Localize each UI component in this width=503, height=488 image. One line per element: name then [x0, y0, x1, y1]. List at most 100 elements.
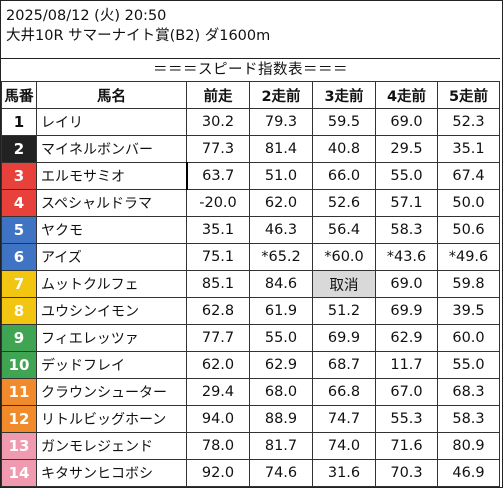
speed-index-cell: 46.9	[437, 459, 500, 487]
table-row: 6 アイズ 75.1 *65.2 *60.0 *43.6 *49.6	[1, 243, 500, 271]
horse-number-cell: 6	[1, 243, 37, 271]
table-row: 9 フィエレッツァ 77.7 55.0 69.9 62.9 60.0	[1, 324, 500, 352]
speed-index-cell: 60.0	[437, 324, 500, 352]
speed-index-cell: 67.0	[375, 378, 438, 406]
speed-index-cell: 68.0	[249, 378, 313, 406]
table-row: 1 レイリ 30.2 79.3 59.5 69.0 52.3	[1, 108, 500, 136]
speed-index-cell: *43.6	[375, 243, 438, 271]
horse-name-cell: スペシャルドラマ	[36, 189, 187, 217]
speed-index-cell: *49.6	[437, 243, 500, 271]
speed-index-cell: 78.0	[186, 432, 250, 460]
speed-index-cell: 58.3	[375, 216, 438, 244]
horse-number-cell: 7	[1, 270, 37, 298]
speed-index-cell: 57.1	[375, 189, 438, 217]
horse-name-cell: エルモサミオ	[36, 162, 187, 190]
speed-index-cell: 58.3	[437, 405, 500, 433]
horse-name-cell: フィエレッツァ	[36, 324, 187, 352]
speed-index-cell: *60.0	[312, 243, 376, 271]
col-header-4-races-ago: 4走前	[375, 81, 438, 109]
speed-index-cell: 81.4	[249, 135, 313, 163]
speed-index-cell: -20.0	[186, 189, 250, 217]
table-row: 7 ムットクルフェ 85.1 84.6 取消 69.0 59.8	[1, 270, 500, 298]
speed-index-cell: *65.2	[249, 243, 313, 271]
horse-number-cell: 8	[1, 297, 37, 325]
speed-index-cell: 30.2	[186, 108, 250, 136]
table-row: 5 ヤクモ 35.1 46.3 56.4 58.3 50.6	[1, 216, 500, 244]
speed-index-cell: 62.0	[249, 189, 313, 217]
horse-name-cell: アイズ	[36, 243, 187, 271]
speed-index-cell: 77.7	[186, 324, 250, 352]
col-header-last-race: 前走	[186, 81, 250, 109]
horse-number-cell: 5	[1, 216, 37, 244]
speed-index-cell: 51.2	[312, 297, 376, 325]
horse-name-cell: レイリ	[36, 108, 187, 136]
speed-index-cell: 62.9	[375, 324, 438, 352]
speed-index-cell: 62.9	[249, 351, 313, 379]
speed-index-cell: 55.0	[375, 162, 438, 190]
speed-index-table: 馬番 馬名 前走 2走前 3走前 4走前 5走前 1 レイリ 30.2 79.3 59.…	[1, 81, 500, 487]
speed-index-cell: 46.3	[249, 216, 313, 244]
speed-index-cell: 71.6	[375, 432, 438, 460]
col-header-number: 馬番	[1, 81, 37, 109]
horse-number-cell: 11	[1, 378, 37, 406]
speed-index-cell: 92.0	[186, 459, 250, 487]
table-row: 4 スペシャルドラマ -20.0 62.0 52.6 57.1 50.0	[1, 189, 500, 217]
table-row: 2 マイネルボンバー 77.3 81.4 40.8 29.5 35.1	[1, 135, 500, 163]
speed-index-cell: 84.6	[249, 270, 313, 298]
speed-index-cell: 69.9	[312, 324, 376, 352]
col-header-5-races-ago: 5走前	[437, 81, 500, 109]
speed-index-cell: 59.5	[312, 108, 376, 136]
horse-name-cell: クラウンシューター	[36, 378, 187, 406]
speed-index-cell: 29.4	[186, 378, 250, 406]
table-row: 3 エルモサミオ 63.7 51.0 66.0 55.0 67.4	[1, 162, 500, 190]
table-row: 11 クラウンシューター 29.4 68.0 66.8 67.0 68.3	[1, 378, 500, 406]
speed-index-cell: 55.0	[437, 351, 500, 379]
speed-index-cell: 70.3	[375, 459, 438, 487]
speed-index-cell: 94.0	[186, 405, 250, 433]
col-header-2-races-ago: 2走前	[249, 81, 313, 109]
table-row: 13 ガンモレジェンド 78.0 81.7 74.0 71.6 80.9	[1, 432, 500, 460]
horse-number-cell: 14	[1, 459, 37, 487]
horse-number-cell: 12	[1, 405, 37, 433]
speed-index-cell: 66.0	[312, 162, 376, 190]
speed-index-cell: 39.5	[437, 297, 500, 325]
horse-number-cell: 2	[1, 135, 37, 163]
speed-index-cell: 55.3	[375, 405, 438, 433]
table-row: 8 ユウシンイモン 62.8 61.9 51.2 69.9 39.5	[1, 297, 500, 325]
speed-index-cell: 63.7	[185, 162, 250, 190]
speed-index-cell: 59.8	[437, 270, 500, 298]
horse-name-cell: リトルビッグホーン	[36, 405, 187, 433]
speed-index-cell: 56.4	[312, 216, 376, 244]
horse-number-cell: 1	[1, 108, 37, 136]
horse-name-cell: ヤクモ	[36, 216, 187, 244]
horse-name-cell: ガンモレジェンド	[36, 432, 187, 460]
speed-index-cell: 62.0	[186, 351, 250, 379]
table-body: 1 レイリ 30.2 79.3 59.5 69.0 52.3 2 マイネルボンバー 77.3 81.…	[1, 108, 500, 487]
speed-index-cell: 67.4	[437, 162, 500, 190]
horse-number-cell: 13	[1, 432, 37, 460]
speed-index-cell: 69.0	[375, 270, 438, 298]
speed-index-cell: 52.6	[312, 189, 376, 217]
race-datetime: 2025/08/12 (火) 20:50	[6, 8, 167, 24]
speed-index-cell: 80.9	[437, 432, 500, 460]
header-row: 馬番 馬名 前走 2走前 3走前 4走前 5走前	[1, 81, 500, 109]
speed-index-cell: 81.7	[249, 432, 313, 460]
speed-index-cell: 66.8	[312, 378, 376, 406]
speed-index-cell: 74.6	[249, 459, 313, 487]
table-row: 14 キタサンヒコボシ 92.0 74.6 31.6 70.3 46.9	[1, 459, 500, 487]
speed-index-cell: 74.0	[312, 432, 376, 460]
horse-name-cell: ユウシンイモン	[36, 297, 187, 325]
speed-index-cell: 85.1	[186, 270, 250, 298]
speed-index-cell: 69.0	[375, 108, 438, 136]
col-header-horse-name: 馬名	[36, 81, 187, 109]
speed-index-cell: 68.7	[312, 351, 376, 379]
horse-name-cell: ムットクルフェ	[36, 270, 187, 298]
speed-index-cell: 31.6	[312, 459, 376, 487]
speed-index-cell: 50.0	[437, 189, 500, 217]
speed-index-cell: 29.5	[375, 135, 438, 163]
speed-index-cell: 62.8	[186, 297, 250, 325]
speed-index-cell: 取消	[312, 270, 376, 298]
speed-index-cell: 69.9	[375, 297, 438, 325]
table-row: 12 リトルビッグホーン 94.0 88.9 74.7 55.3 58.3	[1, 405, 500, 433]
col-header-3-races-ago: 3走前	[312, 81, 376, 109]
